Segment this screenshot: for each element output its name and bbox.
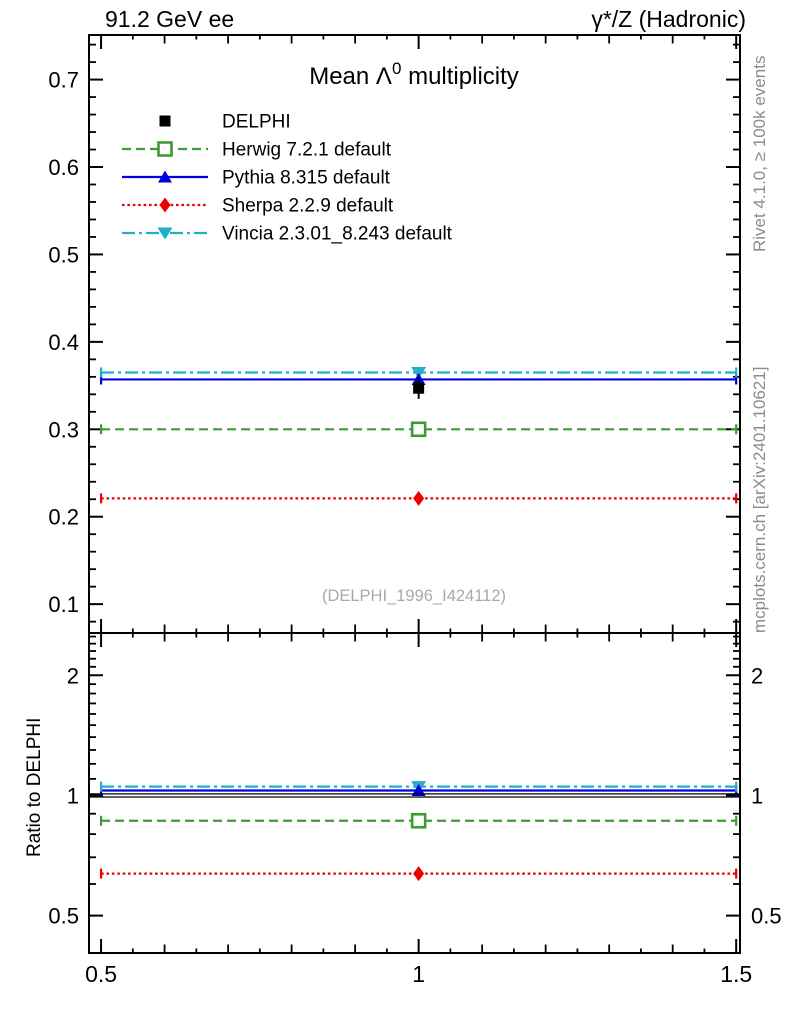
ratio-axis-title: Ratio to DELPHI bbox=[24, 718, 45, 857]
ratio-y-tick-label-left: 1 bbox=[67, 783, 79, 808]
legend-item-herwig: Herwig 7.2.1 default bbox=[122, 140, 392, 161]
legend-item-vincia: Vincia 2.3.01_8.243 default bbox=[122, 224, 453, 245]
header-beam-energy: 91.2 GeV ee bbox=[105, 6, 234, 32]
series-marker-sherpa-ratio bbox=[413, 866, 425, 882]
main-y-tick-label: 0.2 bbox=[48, 505, 79, 530]
legend-marker-delphi bbox=[159, 115, 171, 127]
x-tick-label: 0.5 bbox=[85, 961, 117, 987]
main-y-tick-label: 0.7 bbox=[48, 68, 79, 93]
ratio-y-tick-label-right: 0.5 bbox=[751, 904, 782, 929]
ratio-y-tick-label-right: 2 bbox=[751, 663, 763, 688]
main-y-tick-label: 0.1 bbox=[48, 592, 79, 617]
main-y-tick-label: 0.5 bbox=[48, 242, 79, 267]
series-marker-pythia-ratio bbox=[411, 783, 426, 796]
legend-marker-pythia bbox=[158, 170, 172, 183]
main-panel-frame bbox=[88, 34, 741, 634]
x-tick-label: 1.5 bbox=[720, 961, 752, 987]
main-y-tick-label: 0.4 bbox=[48, 330, 79, 355]
mcplots-reference-label: mcplots.cern.ch [arXiv:2401.10621] bbox=[750, 367, 769, 633]
legend-label-delphi: DELPHI bbox=[222, 112, 291, 133]
ratio-panel-frame bbox=[88, 632, 741, 954]
ratio-y-tick-label-left: 0.5 bbox=[48, 904, 79, 929]
legend-item-pythia: Pythia 8.315 default bbox=[122, 168, 391, 189]
legend-label-herwig: Herwig 7.2.1 default bbox=[222, 140, 392, 161]
plot-title: Mean Λ0 multiplicity bbox=[309, 59, 519, 90]
series-marker-herwig-value bbox=[410, 421, 427, 438]
main-y-tick-label: 0.3 bbox=[48, 417, 79, 442]
series-layer bbox=[89, 366, 740, 882]
axis-labels: 0.1 0.2 0.3 0.4 0.5 0.6 0.7 0.5 0.5 1 1 2 2 0.5 1 1.5 bbox=[48, 68, 781, 987]
legend-marker-vincia bbox=[157, 227, 173, 240]
legend-label-vincia: Vincia 2.3.01_8.243 default bbox=[222, 224, 453, 245]
legend-label-sherpa: Sherpa 2.2.9 default bbox=[222, 196, 394, 217]
legend-item-delphi: DELPHI bbox=[159, 112, 291, 133]
legend: DELPHI Herwig 7.2.1 default Pythia 8.315 d… bbox=[122, 112, 453, 245]
main-y-tick-label: 0.6 bbox=[48, 155, 79, 180]
series-marker-herwig-ratio bbox=[410, 812, 427, 829]
legend-item-sherpa: Sherpa 2.2.9 default bbox=[122, 196, 394, 217]
legend-marker-sherpa bbox=[159, 197, 171, 213]
ratio-y-tick-label-right: 1 bbox=[751, 783, 763, 808]
ratio-y-tick-label-left: 2 bbox=[67, 663, 79, 688]
legend-marker-herwig bbox=[157, 141, 173, 157]
header-process: γ*/Z (Hadronic) bbox=[591, 6, 746, 32]
series-marker-sherpa-value bbox=[413, 490, 425, 506]
x-tick-label: 1 bbox=[412, 961, 425, 987]
rivet-version-label: Rivet 4.1.0, ≥ 100k events bbox=[750, 56, 769, 252]
legend-label-pythia: Pythia 8.315 default bbox=[222, 168, 391, 189]
series-marker-delphi-value bbox=[413, 382, 425, 394]
analysis-watermark: (DELPHI_1996_I424112) bbox=[322, 587, 506, 605]
